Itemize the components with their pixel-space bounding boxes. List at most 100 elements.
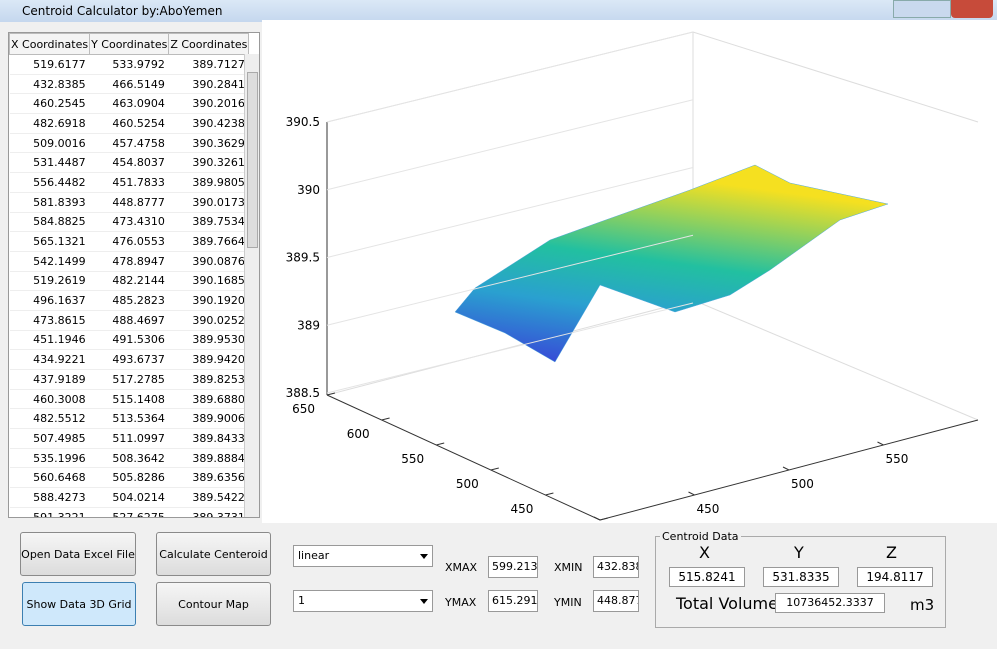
z-grid-line [326,234,694,326]
table-cell: 390.0876 [168,251,249,272]
table-cell: 389.8433 [168,428,249,449]
table-cell: 389.8253 [168,369,249,390]
table-row: 531.4487 454.8037 390.3261 [9,152,249,174]
x-field[interactable]: 515.8241 [669,567,745,587]
y-tick [381,417,390,421]
y-tick-label: 450 [510,502,533,516]
window-controls[interactable] [893,0,951,18]
table-row: 535.1996 508.3642 389.8884 [9,448,249,469]
xmax-label: XMAX [445,561,478,574]
scrollbar[interactable] [244,54,259,517]
table-cell: 390.0173 [168,192,249,213]
step-dropdown[interactable]: 1 [293,590,433,612]
column-header: Y Coordinates [89,33,170,55]
table-cell: 389.7127 [168,54,249,75]
table-cell: 389.6356 [168,467,249,489]
table-cell: 556.4482 [9,172,90,193]
y-label: Y [794,543,804,562]
table-cell: 473.4310 [89,212,169,233]
z-tick-label: 389.5 [286,251,320,265]
y-tick [436,442,445,446]
open-button[interactable]: Open Data Excel File [20,532,136,576]
table-cell: 511.0997 [89,428,169,449]
table-row: 509.0016 457.4758 390.3629 [9,133,249,154]
table-cell: 451.1946 [9,330,90,351]
table-cell: 389.5422 [168,487,249,508]
table-cell: 460.3008 [9,389,90,410]
xmax-field[interactable]: 599.2131 [488,556,538,578]
table-cell: 390.1685 [168,271,249,292]
table-row: 591.3221 527.6275 389.3731 [9,507,249,517]
z-grid-line [326,167,694,258]
x-tick-label: 500 [791,477,814,491]
table-cell: 460.5254 [89,113,169,134]
table-row: 460.2545 463.0904 390.2016 [9,93,249,115]
z-label: Z [886,543,897,562]
table-cell: 457.4758 [89,133,169,154]
table-row: 434.9221 493.6737 389.9420 [9,349,249,370]
ymin-label: YMIN [554,596,582,609]
column-header: Z Coordinates [168,33,250,55]
table-row: 482.6918 460.5254 390.4238 [9,113,249,134]
window-title: Centroid Calculator by:AboYemen [22,4,223,18]
table-cell: 434.9221 [9,349,90,370]
title-bar: Centroid Calculator by:AboYemen [0,0,997,22]
contour-button[interactable]: Contour Map [156,582,271,626]
table-cell: 466.5149 [89,74,169,95]
x-tick-label: 550 [886,452,909,466]
x-tick [688,491,695,496]
table-row: 588.4273 504.0214 389.5422 [9,487,249,508]
ymin-field[interactable]: 448.8777 [593,590,639,612]
table-cell: 390.2016 [168,93,249,115]
panel-title: Centroid Data [660,530,741,543]
centroid-panel [655,536,946,628]
y-field[interactable]: 531.8335 [763,567,839,587]
table-cell: 389.9420 [168,349,249,370]
x-tick-label: 450 [697,502,720,516]
table-cell: 476.0553 [89,231,169,252]
table-row: 519.2619 482.2144 390.1685 [9,271,249,292]
x-tick [593,516,601,521]
table-cell: 491.5306 [89,330,169,351]
table-cell: 390.4238 [168,113,249,134]
table-cell: 504.0214 [89,487,169,508]
table-cell: 390.2841 [168,74,249,95]
table-cell: 560.6468 [9,467,90,489]
table-cell: 533.9792 [89,54,169,75]
table-row: 460.3008 515.1408 389.6880 [9,389,249,410]
x-label: X [699,543,710,562]
table-row: 507.4985 511.0997 389.8433 [9,428,249,449]
table-cell: 527.6275 [89,507,169,517]
unit-label: m3 [910,596,935,614]
z-grid-line [326,31,694,123]
table-cell: 531.4487 [9,152,90,174]
z-grid-line [326,302,694,394]
scroll-thumb[interactable] [247,72,258,248]
column-header: X Coordinates [9,33,91,55]
table-cell: 584.8825 [9,212,90,233]
table-cell: 519.6177 [9,54,90,75]
xmin-label: XMIN [554,561,583,574]
close-button[interactable] [951,0,993,18]
show-grid-button[interactable]: Show Data 3D Grid [22,582,136,626]
table-cell: 515.1408 [89,389,169,410]
table-cell: 390.3261 [168,152,249,174]
z-field[interactable]: 194.8117 [857,567,933,587]
volume-field[interactable]: 10736452.3337 [775,593,885,613]
data-table[interactable]: X Coordinates Y Coordinates Z Coordinates 5… [8,32,260,518]
table-cell: 389.9006 [168,408,249,430]
y-tick [326,392,336,396]
table-cell: 389.7664 [168,231,249,252]
calculate-button[interactable]: Calculate Centeroid [156,532,271,576]
xmin-field[interactable]: 432.8385 [593,556,639,578]
ymax-field[interactable]: 615.2912 [488,590,538,612]
table-cell: 485.2823 [89,290,169,311]
table-cell: 389.3731 [168,507,249,517]
y-tick [599,517,609,521]
table-cell: 581.8393 [9,192,90,213]
table-cell: 565.1321 [9,231,90,252]
table-cell: 454.8037 [89,152,169,174]
method-dropdown[interactable]: linear [293,545,433,567]
table-cell: 493.6737 [89,349,169,370]
